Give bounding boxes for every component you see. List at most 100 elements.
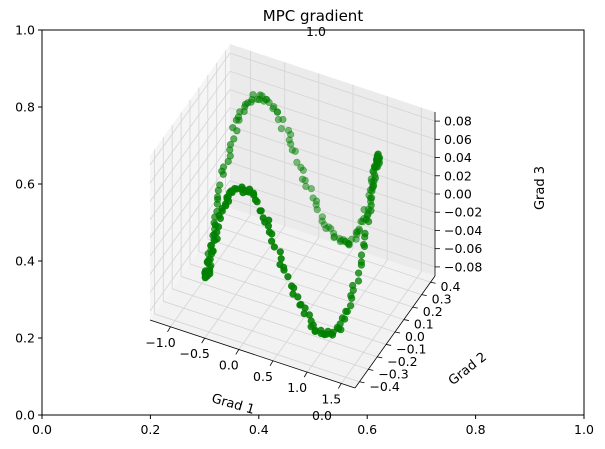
y-tick-label: −0.3 — [378, 366, 408, 381]
scatter-point — [334, 325, 343, 333]
scatter-point — [269, 104, 277, 113]
outer-y-tick-label: 0.4 — [15, 254, 35, 269]
axes-3d-ticks: −1.0−0.50.00.51.01.5−0.4−0.3−0.2−0.10.00… — [145, 114, 482, 407]
scatter-point — [349, 281, 357, 290]
outer-axes-frame — [41, 29, 585, 416]
stray-top-tick: 1.0 — [306, 24, 326, 39]
scatter-point — [284, 126, 293, 135]
outer-y-tick-label: 0.6 — [15, 177, 35, 192]
scatter-point — [330, 233, 338, 242]
y-tick-label: 0.4 — [441, 279, 461, 294]
grid-line-x — [238, 73, 320, 350]
grid-line-y — [207, 75, 413, 308]
scatter-point — [355, 225, 363, 233]
x-tick-label: 1.0 — [287, 380, 307, 395]
scatter-point — [284, 273, 292, 281]
scatter-point — [207, 241, 215, 250]
scatter-point — [232, 116, 240, 124]
scatter-point — [259, 214, 267, 222]
scatter-point — [203, 258, 211, 266]
y-tick-label: 0.3 — [432, 292, 452, 307]
scatter-point — [222, 202, 230, 210]
scatter-point — [288, 146, 296, 154]
x-tick-label: 0.0 — [219, 357, 239, 372]
grid-line-y — [153, 149, 360, 383]
y-tick-label: 0.2 — [423, 304, 443, 319]
scatter-point — [338, 314, 347, 322]
outer-y-tick-label: 0.8 — [15, 100, 35, 115]
grid-line-y — [189, 100, 396, 333]
y-tick-label: −0.2 — [387, 354, 417, 369]
y-tick — [430, 281, 436, 284]
x-tick-label: −1.0 — [145, 335, 175, 350]
y-tick — [403, 319, 409, 321]
scatter-point — [347, 292, 355, 300]
y-tick-label: 0.1 — [414, 317, 434, 332]
scatter-point — [343, 307, 351, 316]
z-tick-label: −0.08 — [444, 259, 482, 274]
y-tick — [377, 356, 383, 359]
scatter-point — [302, 182, 310, 190]
outer-x-ticks: 0.0 0.2 0.4 0.6 0.8 1.0 — [32, 415, 594, 437]
scatter-point — [368, 184, 377, 192]
scatter-point — [360, 242, 369, 250]
y-tick — [421, 294, 427, 297]
scatter-point — [325, 223, 333, 231]
z-axis-label: Grad 3 — [533, 166, 548, 210]
grid-line-y — [198, 87, 405, 320]
scatter-point — [239, 189, 247, 197]
scatter-point — [233, 185, 241, 193]
grid-line-x — [340, 107, 422, 384]
scatter-point — [370, 162, 379, 171]
scatter-point — [297, 163, 305, 171]
axes-3d: −1.0−0.50.00.51.01.5−0.4−0.3−0.2−0.10.00… — [120, 24, 548, 423]
scatter-point — [322, 224, 330, 233]
scatter-point — [277, 255, 285, 263]
x-tick — [167, 326, 171, 333]
z-tick-label: 0.06 — [444, 132, 472, 147]
scatter-point — [276, 261, 284, 269]
y-tick — [386, 344, 392, 346]
grid-line-z — [149, 89, 436, 202]
scatter-point — [245, 188, 253, 196]
z-tick-label: −0.06 — [444, 241, 482, 256]
x-tick — [337, 383, 342, 389]
scatter-point — [265, 228, 274, 236]
scatter-point — [256, 207, 264, 215]
x-tick-label: −0.5 — [179, 346, 209, 361]
scatter-point — [347, 302, 355, 310]
scatter-point — [318, 213, 327, 221]
outer-x-tick-label: 0.6 — [357, 422, 377, 437]
scatter-point — [318, 217, 326, 225]
scatter-point — [309, 194, 317, 202]
scatter-point — [213, 200, 221, 208]
y-tick — [359, 381, 365, 384]
grid-line-y — [180, 112, 387, 345]
scatter-point — [320, 221, 328, 229]
grid-line-x — [272, 84, 354, 362]
x-tick — [269, 360, 274, 367]
x-tick-label: 1.5 — [321, 391, 341, 406]
y-tick-label: −0.4 — [369, 379, 399, 394]
scatter-point — [226, 146, 234, 154]
outer-y-tick-label: 0.0 — [15, 408, 35, 423]
x-tick — [201, 337, 206, 344]
scatter-point — [290, 284, 298, 292]
y-tick — [394, 331, 401, 334]
scatter-point — [229, 124, 237, 132]
scatter-point — [209, 248, 217, 256]
scatter-point — [367, 194, 375, 202]
grid-line-y — [162, 137, 369, 370]
scatter-point — [251, 196, 260, 204]
y-tick — [412, 306, 418, 309]
scatter-point — [354, 277, 363, 285]
scatter-point — [357, 258, 366, 266]
stray-bottom-tick: 0.0 — [312, 408, 332, 423]
z-tick-label: 0.02 — [444, 168, 472, 183]
scatter-point — [289, 290, 297, 298]
scatter-point — [224, 157, 232, 165]
outer-x-tick-label: 1.0 — [574, 422, 594, 437]
scatter-point — [362, 215, 370, 223]
z-tick-label: 0.00 — [444, 187, 472, 202]
